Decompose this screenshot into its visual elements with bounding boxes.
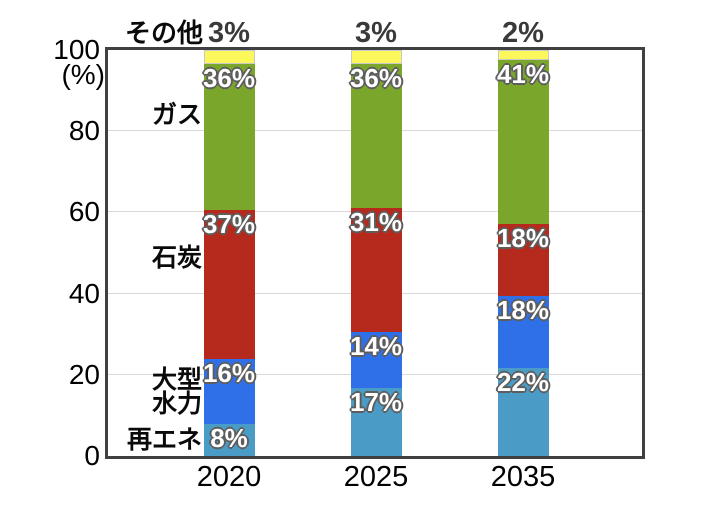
series-label-line: 石炭 [151, 244, 202, 272]
top-value-label-その他-2025: 3% [355, 17, 397, 49]
bar-2020: 36% 37% 16% 8% [202, 50, 256, 456]
segment-石炭-2020: 37% [202, 208, 256, 360]
value-label-再エネ-2025: 17% [349, 387, 403, 417]
series-label-line: 再エネ [126, 426, 202, 454]
series-label-ガス: ガス [151, 101, 202, 129]
series-label-その他: その他 [124, 18, 203, 48]
y-tick-label-60: 60 [68, 196, 100, 228]
segment-石炭-2025: 31% [349, 207, 403, 332]
top-value-label-その他-2020: 3% [208, 17, 250, 49]
y-tick-label-0: 0 [84, 440, 100, 471]
y-tick-label-20: 20 [68, 358, 100, 390]
value-label-石炭-2035: 18% [496, 223, 550, 253]
series-label-line: ガス [151, 101, 202, 129]
segment-大型水力-2025: 14% [349, 331, 403, 388]
series-label-大型水力: 大型 水力 [151, 366, 202, 418]
value-label-ガス-2025: 36% [349, 63, 403, 93]
bar-2025: 36% 31% 14% 17% [349, 50, 403, 456]
value-label-再エネ-2035: 22% [496, 367, 550, 397]
y-axis-unit-label: (%) [61, 59, 105, 90]
segment-大型水力-2035: 18% [496, 295, 550, 368]
series-label-line: 水力 [151, 390, 202, 418]
value-label-ガス-2035: 41% [496, 59, 550, 89]
segment-大型水力-2020: 16% [202, 358, 256, 424]
value-label-石炭-2020: 37% [202, 208, 256, 239]
segment-ガス-2020: 36% [202, 63, 256, 210]
segment-再エネ-2025: 17% [349, 387, 403, 456]
segment-その他-2025 [350, 50, 402, 64]
series-label-再エネ: 再エネ [126, 426, 202, 454]
x-tick-label-2025: 2025 [343, 461, 409, 493]
y-tick-label-80: 80 [68, 115, 100, 147]
top-value-label-その他-2035: 2% [502, 17, 544, 49]
bar-2035: 41% 18% 18% 22% [496, 50, 550, 456]
series-label-line: 大型 [151, 366, 202, 394]
segment-再エネ-2035: 22% [496, 367, 550, 456]
value-label-石炭-2025: 31% [349, 207, 403, 237]
segment-ガス-2035: 41% [496, 59, 550, 224]
x-tick-label-2020: 2020 [196, 461, 262, 493]
segment-その他-2020 [203, 50, 255, 65]
y-tick-label-100: 100 [53, 34, 100, 65]
segment-ガス-2025: 36% [349, 63, 403, 208]
value-label-再エネ-2020: 8% [210, 422, 248, 453]
segment-石炭-2035: 18% [496, 223, 550, 296]
series-label-石炭: 石炭 [151, 244, 202, 272]
value-label-ガス-2020: 36% [202, 63, 256, 94]
segment-その他-2035 [497, 50, 549, 60]
segment-再エネ-2020: 8% [203, 422, 255, 456]
y-tick-label-40: 40 [68, 277, 100, 309]
value-label-大型水力-2020: 16% [202, 358, 256, 389]
value-label-大型水力-2025: 14% [349, 331, 403, 361]
value-label-大型水力-2035: 18% [496, 295, 550, 325]
x-tick-label-2035: 2035 [490, 461, 556, 493]
plot-area: 36% 37% 16% 8% 36% 31% 14% 17% 41% 18% 18% 22% [105, 47, 645, 459]
